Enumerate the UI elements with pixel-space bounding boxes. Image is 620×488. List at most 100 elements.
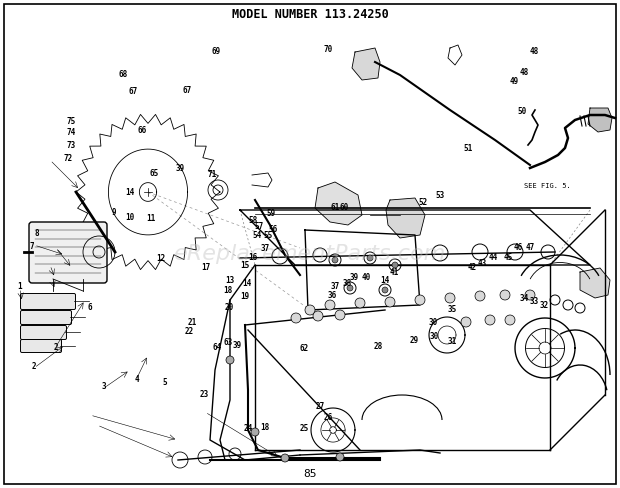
- Circle shape: [461, 317, 471, 327]
- Text: MODEL NUMBER 113.24250: MODEL NUMBER 113.24250: [232, 7, 388, 20]
- Circle shape: [305, 305, 315, 315]
- Text: 14: 14: [242, 279, 251, 287]
- Text: 35: 35: [448, 305, 457, 314]
- Circle shape: [291, 313, 301, 323]
- Text: 48: 48: [520, 68, 528, 77]
- Text: 49: 49: [510, 78, 519, 86]
- Circle shape: [382, 287, 388, 293]
- Text: 37: 37: [330, 283, 339, 291]
- Text: 62: 62: [299, 345, 308, 353]
- Circle shape: [385, 297, 395, 307]
- Text: 59: 59: [267, 209, 276, 218]
- Polygon shape: [386, 198, 425, 238]
- Text: 2: 2: [32, 363, 37, 371]
- Circle shape: [325, 300, 335, 310]
- Text: 56: 56: [268, 225, 277, 234]
- Text: 39: 39: [175, 164, 184, 173]
- Circle shape: [525, 290, 535, 300]
- Text: 1: 1: [17, 283, 22, 291]
- Text: 67: 67: [129, 87, 138, 96]
- Text: 63: 63: [224, 338, 232, 347]
- Polygon shape: [352, 48, 380, 80]
- Text: 7: 7: [30, 242, 35, 251]
- Text: 74: 74: [67, 128, 76, 137]
- Text: 10: 10: [126, 213, 135, 222]
- Text: 3: 3: [102, 382, 107, 391]
- Text: 44: 44: [489, 253, 497, 262]
- Circle shape: [347, 285, 353, 291]
- Text: 51: 51: [464, 144, 472, 153]
- Text: 22: 22: [185, 327, 193, 336]
- Text: 19: 19: [241, 292, 249, 301]
- Polygon shape: [315, 182, 362, 225]
- Text: 29: 29: [410, 336, 418, 345]
- Circle shape: [367, 255, 373, 261]
- Text: 2: 2: [53, 343, 58, 352]
- Text: 70: 70: [324, 45, 333, 54]
- Text: 47: 47: [526, 244, 534, 252]
- Circle shape: [500, 290, 510, 300]
- Text: 46: 46: [513, 244, 522, 252]
- FancyBboxPatch shape: [20, 340, 61, 352]
- Text: SEE FIG. 5.: SEE FIG. 5.: [524, 183, 570, 189]
- Text: 60: 60: [340, 203, 348, 212]
- Text: 43: 43: [478, 259, 487, 268]
- Circle shape: [475, 291, 485, 301]
- Text: 12: 12: [157, 254, 166, 263]
- Text: 17: 17: [202, 263, 210, 272]
- Text: 71: 71: [208, 170, 216, 179]
- Polygon shape: [580, 268, 610, 298]
- Text: 50: 50: [518, 107, 526, 116]
- Text: 5: 5: [162, 378, 167, 386]
- Circle shape: [485, 315, 495, 325]
- Text: 48: 48: [530, 47, 539, 56]
- Text: 16: 16: [249, 253, 257, 262]
- Circle shape: [392, 262, 398, 268]
- Text: 72: 72: [64, 154, 73, 163]
- Text: 37: 37: [260, 244, 269, 253]
- Text: 42: 42: [468, 263, 477, 272]
- Text: 61: 61: [330, 203, 339, 212]
- Text: 14: 14: [380, 276, 389, 285]
- Text: 26: 26: [324, 413, 333, 422]
- Text: 58: 58: [249, 216, 257, 225]
- Text: 28: 28: [374, 342, 383, 351]
- Text: 64: 64: [213, 343, 221, 352]
- Circle shape: [226, 356, 234, 364]
- Text: 21: 21: [188, 318, 197, 326]
- Text: 39: 39: [350, 273, 359, 282]
- Text: 57: 57: [255, 223, 264, 231]
- Text: 18: 18: [261, 423, 270, 431]
- Text: 67: 67: [183, 86, 192, 95]
- FancyBboxPatch shape: [20, 325, 66, 340]
- Text: 40: 40: [361, 273, 370, 282]
- Text: 39: 39: [232, 341, 241, 350]
- Polygon shape: [588, 108, 612, 132]
- Text: 11: 11: [146, 214, 155, 223]
- Circle shape: [505, 315, 515, 325]
- Text: 34: 34: [520, 294, 528, 303]
- Text: 85: 85: [303, 469, 317, 479]
- Text: 52: 52: [418, 198, 427, 207]
- Text: 38: 38: [343, 279, 352, 287]
- FancyBboxPatch shape: [20, 310, 71, 325]
- Text: 30: 30: [428, 318, 437, 326]
- FancyBboxPatch shape: [29, 222, 107, 283]
- Text: 55: 55: [264, 231, 272, 240]
- Text: 31: 31: [448, 337, 457, 346]
- Text: 53: 53: [436, 191, 445, 200]
- Circle shape: [313, 311, 323, 321]
- Circle shape: [335, 310, 345, 320]
- Text: 65: 65: [149, 169, 158, 178]
- Text: 33: 33: [530, 297, 539, 306]
- Text: 41: 41: [390, 268, 399, 277]
- Circle shape: [332, 257, 338, 263]
- Text: 14: 14: [126, 188, 135, 197]
- Text: 9: 9: [111, 208, 116, 217]
- Text: 13: 13: [225, 276, 234, 285]
- Text: 68: 68: [118, 70, 127, 79]
- Text: 4: 4: [134, 375, 139, 384]
- Circle shape: [415, 295, 425, 305]
- Text: 54: 54: [253, 231, 262, 240]
- Text: 18: 18: [224, 286, 232, 295]
